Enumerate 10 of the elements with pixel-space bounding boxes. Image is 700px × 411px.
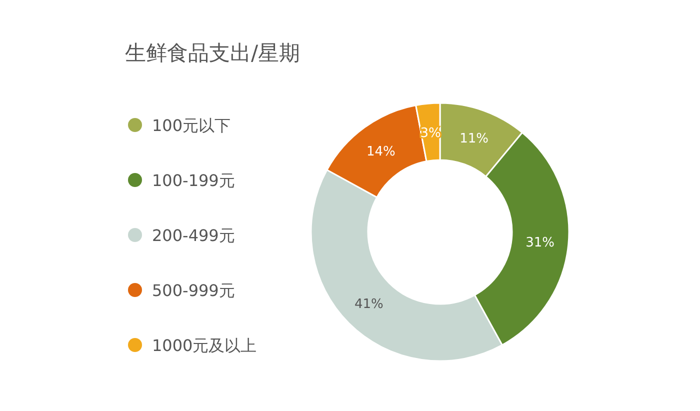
- data-label: 11%: [460, 131, 488, 146]
- legend-label: 100-199元: [152, 171, 235, 190]
- legend-label: 500-999元: [152, 281, 235, 300]
- legend-label: 1000元及以上: [152, 336, 257, 355]
- data-label: 41%: [354, 297, 384, 312]
- chart-title: 生鲜食品支出/星期: [125, 41, 300, 65]
- legend-label: 200-499元: [152, 226, 235, 245]
- data-label: 31%: [526, 235, 555, 250]
- data-label: 14%: [366, 144, 396, 160]
- legend-label: 100元以下: [152, 116, 231, 135]
